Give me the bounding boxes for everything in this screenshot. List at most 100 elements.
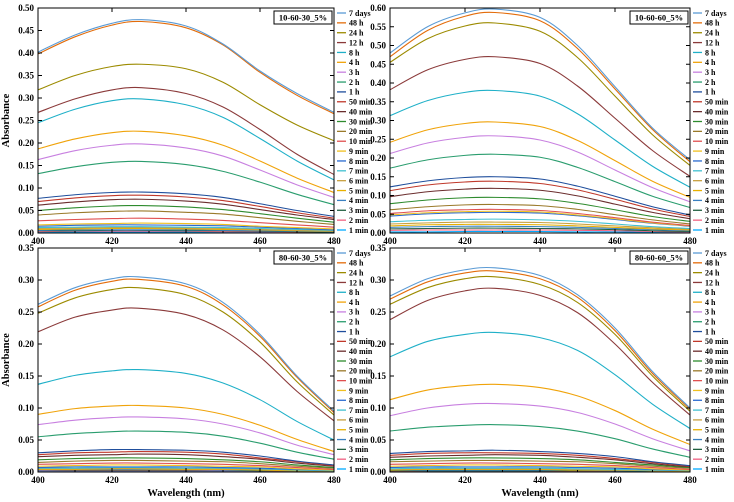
legend-label: 10 min bbox=[705, 137, 729, 146]
series-line-4-h bbox=[38, 130, 334, 194]
x-tick-label: 400 bbox=[31, 475, 45, 485]
y-tick-label: 0.20 bbox=[370, 153, 386, 163]
legend-label: 50 min bbox=[349, 337, 373, 346]
legend-label: 10 min bbox=[349, 137, 373, 146]
legend-label: 7 min bbox=[349, 406, 369, 415]
series-line-20-min bbox=[38, 459, 334, 469]
legend-label: 3 h bbox=[705, 68, 716, 77]
legend-label: 8 h bbox=[705, 48, 716, 57]
legend-label: 1 h bbox=[705, 88, 716, 97]
y-tick-label: 0.10 bbox=[370, 403, 386, 413]
series-line-24-h bbox=[38, 63, 334, 142]
series-line-10-min bbox=[390, 208, 690, 227]
legend-label: 8 h bbox=[349, 288, 360, 297]
series-line-7-days bbox=[390, 266, 690, 409]
series-line-2-h bbox=[390, 153, 690, 209]
series-line-50-min bbox=[390, 180, 690, 218]
series-line-4-h bbox=[38, 404, 334, 453]
series-line-48-h bbox=[390, 270, 690, 410]
series-line-9-min bbox=[390, 210, 690, 227]
series-line-1-h bbox=[38, 191, 334, 217]
legend-label: 48 h bbox=[349, 19, 364, 28]
y-tick-label: 0.25 bbox=[370, 307, 386, 317]
y-tick-label: 0.00 bbox=[18, 467, 34, 477]
legend-label: 50 min bbox=[705, 98, 729, 107]
x-tick-label: 400 bbox=[383, 236, 397, 246]
legend-label: 7 min bbox=[705, 167, 725, 176]
series-line-2-h bbox=[390, 424, 690, 458]
legend-label: 30 min bbox=[349, 117, 373, 126]
series-line-8-min bbox=[390, 466, 690, 471]
y-tick-label: 0.25 bbox=[370, 134, 386, 144]
legend-label: 12 h bbox=[705, 38, 720, 47]
plot-frame bbox=[37, 247, 335, 473]
y-tick-label: 0.15 bbox=[18, 371, 34, 381]
legend-label: 12 h bbox=[349, 278, 364, 287]
legend-label: 10 min bbox=[349, 376, 373, 385]
series-line-48-h bbox=[38, 20, 334, 115]
y-tick-label: 0.60 bbox=[370, 3, 386, 13]
series-line-48-h bbox=[38, 278, 334, 413]
x-axis-title: Wavelength (nm) bbox=[147, 488, 225, 499]
series-line-30-min bbox=[38, 204, 334, 223]
x-tick-label: 480 bbox=[327, 475, 341, 485]
series-line-5-min bbox=[390, 223, 690, 231]
series-line-4-min bbox=[390, 225, 690, 232]
series-lines bbox=[390, 8, 690, 233]
legend-label: 40 min bbox=[349, 347, 373, 356]
y-tick-label: 0.20 bbox=[18, 339, 34, 349]
y-tick-label: 0.10 bbox=[18, 403, 34, 413]
series-line-10-min bbox=[38, 462, 334, 470]
x-tick-label: 440 bbox=[533, 475, 547, 485]
x-tick-label: 460 bbox=[608, 475, 622, 485]
legend-label: 40 min bbox=[705, 107, 729, 116]
legend-label: 2 min bbox=[349, 455, 369, 464]
series-line-3-h bbox=[390, 135, 690, 203]
x-tick-label: 460 bbox=[253, 236, 267, 246]
legend-label: 24 h bbox=[705, 29, 720, 38]
series-line-30-min bbox=[38, 457, 334, 469]
x-tick-label: 420 bbox=[105, 475, 119, 485]
legend-label: 5 min bbox=[705, 426, 725, 435]
legend-label: 40 min bbox=[349, 107, 373, 116]
y-tick-label: 0.35 bbox=[18, 71, 34, 81]
legend-label: 7 days bbox=[349, 9, 371, 18]
y-tick-label: 0.15 bbox=[370, 371, 386, 381]
series-line-7-min bbox=[38, 226, 334, 231]
series-line-7-min bbox=[390, 218, 690, 230]
x-axis-title: Wavelength (nm) bbox=[501, 488, 579, 499]
x-tick-label: 460 bbox=[253, 475, 267, 485]
legend-label: 10 min bbox=[705, 376, 729, 385]
legend-label: 20 min bbox=[349, 367, 373, 376]
legend-label: 3 h bbox=[705, 308, 716, 317]
series-line-8-h bbox=[390, 89, 690, 188]
legend-label: 24 h bbox=[349, 268, 364, 277]
y-tick-label: 0.55 bbox=[370, 22, 386, 32]
series-line-40-min bbox=[390, 187, 690, 220]
series-line-20-min bbox=[390, 459, 690, 469]
x-tick-label: 480 bbox=[327, 236, 341, 246]
series-line-30-min bbox=[390, 196, 690, 222]
legend-label: 12 h bbox=[705, 278, 720, 287]
series-line-9-min bbox=[38, 464, 334, 471]
legend-label: 30 min bbox=[705, 357, 729, 366]
legend-label: 8 min bbox=[705, 396, 725, 405]
legend-label: 6 min bbox=[349, 416, 369, 425]
legend-label: 7 days bbox=[349, 249, 371, 258]
series-line-50-min bbox=[38, 450, 334, 467]
series-line-50-min bbox=[38, 194, 334, 219]
panel-2: 400 420 440 460 480 0.00 0.05 0.10 0.15 0.20 0.25 0… bbox=[370, 3, 729, 246]
legend-label: 30 min bbox=[705, 117, 729, 126]
legend-label: 30 min bbox=[349, 357, 373, 366]
legend-label: 3 h bbox=[349, 308, 360, 317]
legend-label: 48 h bbox=[705, 19, 720, 28]
series-line-40-min bbox=[38, 453, 334, 467]
series-line-9-min bbox=[390, 464, 690, 471]
series-line-6-min bbox=[38, 226, 334, 232]
legend-label: 5 min bbox=[705, 186, 725, 195]
series-lines bbox=[38, 19, 334, 233]
legend-label: 4 min bbox=[705, 435, 725, 444]
